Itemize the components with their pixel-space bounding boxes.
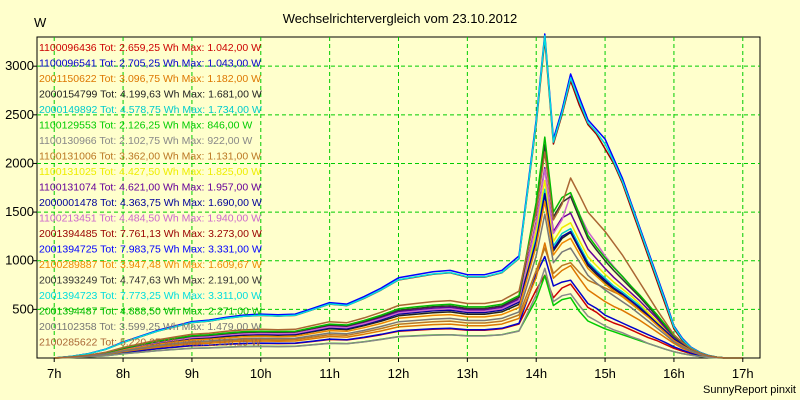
legend-entry-1100096541: 1100096541 Tot: 2.705,25 Wh Max: 1.043,0… <box>39 58 261 70</box>
legend-entry-2001150622: 2001150622 Tot: 3.096,75 Wh Max: 1.182,0… <box>39 73 261 85</box>
x-tick-label: 15h <box>594 366 616 381</box>
legend-entry-1100131006: 1100131006 Tot: 3.362,00 Wh Max: 1.131,0… <box>39 151 261 163</box>
series-line-2100289887 <box>54 200 743 359</box>
x-tick-label: 17h <box>732 366 754 381</box>
legend-entry-1100213451: 1100213451 Tot: 4.484,50 Wh Max: 1.940,0… <box>39 213 261 225</box>
legend-entry-1100096436: 1100096436 Tot: 2.659,25 Wh Max: 1.042,0… <box>39 42 261 54</box>
legend: 1100096436 Tot: 2.659,25 Wh Max: 1.042,0… <box>39 42 262 349</box>
legend-entry-2001102358: 2001102358 Tot: 3.599,25 Wh Max: 1.479,0… <box>39 321 261 333</box>
y-axis: 500 1000 1500 2000 2500 3000 <box>5 58 37 316</box>
x-tick-label: 11h <box>319 366 340 381</box>
legend-entry-1100130966: 1100130966 Tot: 2.102,75 Wh Max: 922,00 … <box>39 135 252 147</box>
legend-entry-2000154799: 2000154799 Tot: 4.199,63 Wh Max: 1.681,0… <box>39 89 262 101</box>
legend-entry-1100131074: 1100131074 Tot: 4.621,00 Wh Max: 1.957,0… <box>39 182 261 194</box>
y-tick-label: 500 <box>12 301 34 316</box>
series-line-2001102358 <box>54 213 743 359</box>
y-axis-unit: W <box>34 15 47 30</box>
series-line-2001394487 <box>54 136 743 359</box>
legend-entry-2001394723: 2001394723 Tot: 7.773,25 Wh Max: 3.311,0… <box>39 290 261 302</box>
series-line-2001394723 <box>54 35 743 359</box>
x-tick-label: 14h <box>525 366 547 381</box>
legend-entry-2001393249: 2001393249 Tot: 4.747,63 Wh Max: 2.191,0… <box>39 275 262 287</box>
y-tick-label: 1500 <box>5 204 34 219</box>
x-tick-label: 16h <box>663 366 685 381</box>
x-tick-label: 9h <box>185 366 199 381</box>
legend-entry-2001394485: 2001394485 Tot: 7.761,13 Wh Max: 3.273,0… <box>39 228 262 240</box>
x-tick-label: 13h <box>457 366 479 381</box>
legend-entry-2000001478: 2000001478 Tot: 4.363,75 Wh Max: 1.690,0… <box>39 197 262 209</box>
chart-title: Wechselrichtervergleich vom 23.10.2012 <box>283 11 518 26</box>
series-line-2100285622 <box>54 151 743 359</box>
legend-entry-1100129553: 1100129553 Tot: 2.126,25 Wh Max: 846,00 … <box>39 120 252 132</box>
legend-entry-2001394487: 2001394487 Tot: 4.888,50 Wh Max: 2.271,0… <box>39 306 262 318</box>
credit-text: SunnyReport pinxit <box>703 384 796 396</box>
series-lines <box>54 33 743 359</box>
legend-entry-2100289887: 2100289887 Tot: 3.947,48 Wh Max: 1.609,6… <box>39 259 262 271</box>
series-line-1100130966 <box>54 267 743 359</box>
legend-entry-2100285622: 2100285622 Tot: 5.220,25 Wh Max: 2.118,2… <box>39 337 261 349</box>
x-axis: 7h 8h 9h 10h 11h 12h 13h 14h 15h 16h 17h <box>47 358 754 381</box>
x-tick-label: 7h <box>47 366 61 381</box>
series-line-1100096541 <box>54 255 743 359</box>
legend-entry-2000149892: 2000149892 Tot: 4.578,75 Wh Max: 1.734,0… <box>39 104 262 116</box>
x-tick-label: 12h <box>388 366 410 381</box>
legend-entry-2001394725: 2001394725 Tot: 7.983,75 Wh Max: 3.331,0… <box>39 244 262 256</box>
x-tick-label: 10h <box>250 366 272 381</box>
series-line-2001150622 <box>54 242 743 359</box>
y-tick-label: 2500 <box>5 107 34 122</box>
y-tick-label: 1000 <box>5 253 34 268</box>
x-tick-label: 8h <box>116 366 130 381</box>
y-tick-label: 3000 <box>5 58 34 73</box>
y-tick-label: 2000 <box>5 155 34 170</box>
legend-entry-1100131025: 1100131025 Tot: 4.427,50 Wh Max: 1.825,0… <box>39 166 261 178</box>
